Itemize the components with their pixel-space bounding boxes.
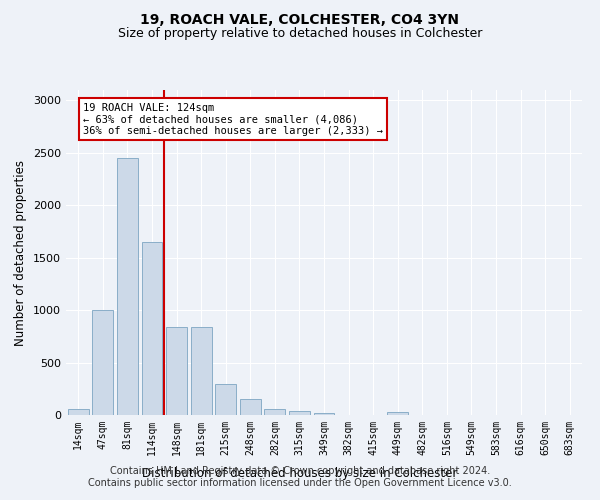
Text: Size of property relative to detached houses in Colchester: Size of property relative to detached ho… xyxy=(118,28,482,40)
Text: Contains HM Land Registry data © Crown copyright and database right 2024.
Contai: Contains HM Land Registry data © Crown c… xyxy=(88,466,512,487)
Bar xyxy=(265,408,286,415)
Bar xyxy=(215,384,236,415)
Bar xyxy=(191,327,212,415)
Text: 19 ROACH VALE: 124sqm
← 63% of detached houses are smaller (4,086)
36% of semi-d: 19 ROACH VALE: 124sqm ← 63% of detached … xyxy=(83,102,383,136)
Bar xyxy=(166,327,187,415)
Bar xyxy=(314,413,334,415)
Y-axis label: Number of detached properties: Number of detached properties xyxy=(14,160,28,346)
Bar xyxy=(142,242,163,415)
Bar xyxy=(117,158,138,415)
Bar xyxy=(240,400,261,415)
Text: 19, ROACH VALE, COLCHESTER, CO4 3YN: 19, ROACH VALE, COLCHESTER, CO4 3YN xyxy=(140,12,460,26)
Bar xyxy=(68,408,89,415)
Bar xyxy=(289,411,310,415)
Text: Distribution of detached houses by size in Colchester: Distribution of detached houses by size … xyxy=(142,468,458,480)
Bar xyxy=(387,412,408,415)
Bar xyxy=(92,310,113,415)
